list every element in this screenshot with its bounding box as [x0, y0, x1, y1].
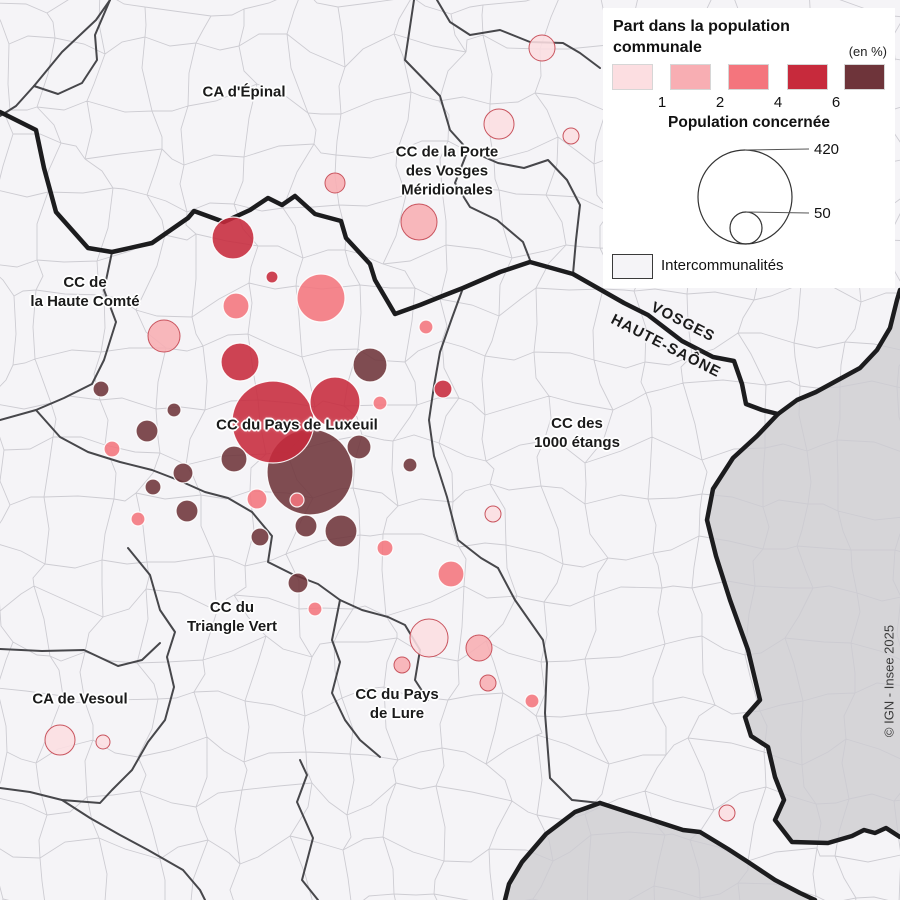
population-circle-level-5 — [166, 402, 182, 418]
population-circle-level-5 — [287, 572, 309, 594]
population-circle-level-5 — [172, 462, 194, 484]
legend-size-value-min: 50 — [814, 205, 831, 222]
legend-size-diagram: 420 50 — [697, 141, 839, 245]
population-circle-level-1 — [718, 804, 736, 822]
population-circle-level-5 — [135, 419, 159, 443]
population-circle-level-2 — [479, 674, 497, 692]
population-circle-level-2 — [465, 634, 493, 662]
population-circle-level-3 — [372, 395, 388, 411]
legend-color-swatches — [603, 64, 895, 90]
population-circle-level-1 — [528, 34, 556, 62]
legend-small-circle — [729, 211, 763, 245]
population-circle-level-2 — [147, 319, 181, 353]
legend-size-value-max: 420 — [814, 141, 839, 158]
population-circle-level-4 — [265, 270, 279, 284]
legend-share-unit: (en %) — [848, 44, 887, 59]
map-label-cc-porte-vosges-meridionales: CC de la Porte des Vosges Méridionales — [395, 143, 499, 199]
population-circle-level-3 — [307, 601, 323, 617]
color-swatch-3 — [728, 64, 769, 90]
population-circle-level-4 — [220, 342, 260, 382]
population-circle-level-1 — [44, 724, 76, 756]
population-circle-level-5 — [294, 514, 318, 538]
color-swatch-4 — [787, 64, 828, 90]
population-circle-level-3 — [246, 488, 268, 510]
intercommunality-boundaries — [0, 0, 601, 900]
population-circle-level-3 — [289, 492, 305, 508]
population-circle-level-1 — [95, 734, 111, 750]
outside-study-area — [505, 290, 900, 900]
color-swatch-1 — [612, 64, 653, 90]
population-circle-level-3 — [437, 560, 465, 588]
break-label-2: 2 — [715, 94, 725, 111]
map-label-ca-vesoul: CA de Vesoul — [32, 690, 128, 708]
population-circle-level-3 — [130, 511, 146, 527]
legend-class-breaks: 1 2 4 6 — [603, 94, 895, 112]
legend-panel: Part dans la population communale (en %)… — [603, 8, 895, 288]
population-circle-level-4 — [211, 216, 255, 260]
population-circles — [44, 34, 736, 822]
map-credit: © IGN - Insee 2025 — [881, 624, 897, 738]
legend-size-title: Population concernée — [668, 114, 830, 131]
population-circle-level-1 — [483, 108, 515, 140]
population-circle-level-1 — [562, 127, 580, 145]
population-circle-level-2 — [324, 172, 346, 194]
intercommunality-label: Intercommunalités — [661, 257, 784, 274]
population-circle-level-5 — [144, 478, 162, 496]
intercommunality-swatch — [612, 254, 653, 279]
population-circle-level-5 — [352, 347, 388, 383]
population-circle-level-5 — [220, 445, 248, 473]
map-label-cc-haute-comte: CC de la Haute Comté — [30, 274, 140, 310]
legend-leader-420 — [744, 148, 810, 151]
legend-large-circle — [697, 149, 793, 245]
break-label-1: 1 — [657, 94, 667, 111]
population-circle-level-2 — [400, 203, 438, 241]
population-circle-level-1 — [409, 618, 449, 658]
map-label-cc-triangle-vert: CC du Triangle Vert — [186, 599, 278, 635]
population-circle-level-5 — [402, 457, 418, 473]
map-label-cc-pays-de-luxeuil: CC du Pays de Luxeuil — [216, 416, 378, 434]
population-circle-level-3 — [376, 539, 394, 557]
population-circle-level-1 — [484, 505, 502, 523]
color-swatch-2 — [670, 64, 711, 90]
break-label-6: 6 — [831, 94, 841, 111]
population-circle-level-3 — [103, 440, 121, 458]
population-circle-level-5 — [324, 514, 358, 548]
population-circle-level-2 — [393, 656, 411, 674]
population-circle-level-4 — [231, 380, 315, 464]
legend-leader-50 — [745, 211, 810, 214]
population-circle-level-4 — [433, 379, 453, 399]
map-label-cc-pays-de-lure: CC du Pays de Lure — [355, 686, 439, 722]
department-boundary — [0, 109, 900, 900]
population-circle-level-4 — [309, 376, 361, 428]
population-circle-level-3 — [524, 693, 540, 709]
population-circle-level-5 — [250, 527, 270, 547]
break-label-4: 4 — [773, 94, 783, 111]
population-circle-level-3 — [222, 292, 250, 320]
population-circle-level-3 — [296, 273, 346, 323]
population-circle-level-5 — [175, 499, 199, 523]
color-swatch-5 — [844, 64, 885, 90]
map-label-ca-epinal: CA d'Épinal — [202, 83, 286, 101]
population-circle-level-3 — [418, 319, 434, 335]
map-label-cc-1000-etangs: CC des 1000 étangs — [534, 415, 620, 451]
legend-share-title: Part dans la population communale — [613, 18, 790, 56]
population-circle-level-5 — [92, 380, 110, 398]
population-circle-level-5 — [346, 434, 372, 460]
